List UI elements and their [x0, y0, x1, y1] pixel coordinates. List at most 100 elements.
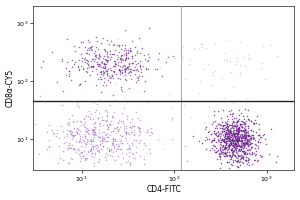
- Point: [229, 141, 233, 145]
- Point: [108, 130, 113, 133]
- Point: [103, 66, 107, 69]
- Point: [227, 143, 232, 146]
- Point: [237, 144, 242, 147]
- Point: [217, 170, 221, 173]
- Point: [249, 128, 254, 132]
- Point: [92, 110, 97, 113]
- Point: [85, 140, 89, 143]
- Point: [123, 49, 128, 52]
- Point: [244, 141, 249, 144]
- Point: [242, 144, 247, 147]
- Point: [230, 137, 235, 141]
- Point: [101, 81, 106, 84]
- Point: [91, 133, 96, 136]
- Point: [236, 119, 240, 123]
- Point: [241, 56, 245, 59]
- Point: [98, 54, 103, 58]
- Point: [234, 138, 239, 141]
- Point: [219, 151, 224, 154]
- Point: [224, 148, 229, 151]
- Point: [116, 76, 120, 79]
- Point: [241, 134, 246, 138]
- Point: [124, 52, 129, 55]
- Point: [116, 38, 121, 41]
- Point: [243, 124, 248, 127]
- Point: [90, 128, 95, 131]
- Point: [212, 129, 217, 133]
- Point: [80, 134, 85, 137]
- Point: [237, 128, 242, 131]
- Point: [94, 56, 98, 59]
- Point: [239, 157, 244, 160]
- Point: [230, 137, 235, 140]
- Point: [84, 138, 89, 141]
- Point: [91, 65, 96, 68]
- Point: [100, 83, 105, 86]
- Point: [234, 141, 239, 144]
- Point: [84, 126, 89, 129]
- Point: [219, 144, 224, 147]
- Point: [227, 132, 232, 135]
- Point: [236, 144, 241, 147]
- Point: [126, 159, 131, 162]
- Point: [80, 143, 85, 147]
- Point: [105, 111, 110, 114]
- Point: [131, 129, 136, 132]
- Point: [222, 134, 227, 138]
- Point: [129, 50, 134, 53]
- Point: [84, 152, 88, 156]
- Point: [233, 138, 238, 141]
- Point: [80, 59, 84, 62]
- Point: [222, 150, 227, 153]
- Point: [111, 130, 116, 133]
- Point: [121, 172, 125, 175]
- Point: [103, 49, 108, 52]
- Point: [138, 131, 143, 134]
- Point: [244, 162, 249, 166]
- Point: [242, 126, 247, 129]
- Point: [236, 109, 241, 112]
- Point: [103, 66, 108, 69]
- Point: [245, 138, 250, 141]
- Point: [120, 120, 125, 123]
- Point: [233, 147, 238, 150]
- Point: [238, 150, 242, 153]
- Point: [256, 134, 260, 137]
- Point: [236, 128, 241, 131]
- Point: [123, 130, 128, 133]
- Point: [67, 117, 72, 121]
- Point: [222, 130, 226, 133]
- Point: [250, 134, 255, 137]
- Point: [88, 148, 93, 151]
- Point: [230, 141, 235, 144]
- Point: [208, 151, 212, 154]
- Point: [94, 53, 99, 57]
- Point: [163, 139, 168, 142]
- Point: [214, 131, 218, 134]
- Point: [128, 147, 133, 151]
- Point: [228, 141, 233, 144]
- Point: [196, 47, 201, 50]
- Point: [237, 148, 242, 151]
- Point: [273, 160, 278, 163]
- Point: [68, 129, 73, 132]
- Point: [91, 117, 96, 121]
- Point: [223, 140, 228, 143]
- Point: [88, 150, 93, 153]
- Point: [215, 150, 220, 153]
- Point: [163, 61, 168, 64]
- Point: [104, 118, 109, 121]
- Point: [235, 135, 240, 138]
- Point: [254, 122, 259, 125]
- Point: [221, 97, 226, 100]
- Point: [232, 145, 237, 148]
- Point: [226, 117, 231, 120]
- Point: [207, 137, 212, 141]
- Point: [98, 143, 102, 147]
- Point: [106, 67, 111, 70]
- Point: [146, 52, 150, 56]
- Point: [232, 146, 236, 149]
- Point: [225, 144, 230, 147]
- Point: [129, 77, 134, 80]
- Point: [103, 152, 108, 155]
